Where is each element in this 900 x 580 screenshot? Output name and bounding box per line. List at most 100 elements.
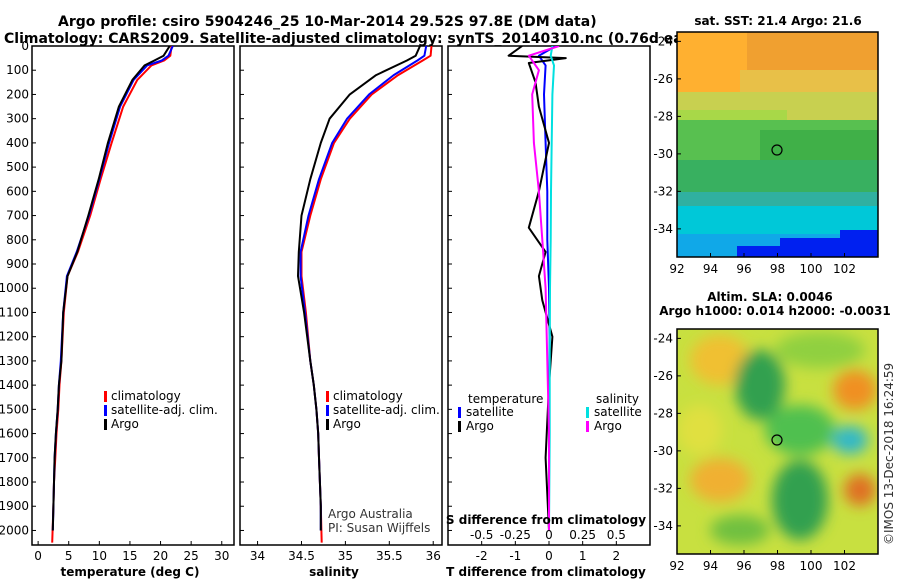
legend-salinity-swatch	[586, 421, 589, 432]
depth-tick-label: 500	[6, 160, 29, 174]
temperature-x-tick-label: 10	[92, 549, 107, 563]
legend-temperature-label: satellite	[466, 405, 514, 419]
map-lon-tick-label: 98	[770, 262, 785, 276]
map-lat-tick-label: -28	[653, 406, 673, 420]
temperature-panel-frame	[31, 45, 235, 546]
salinity-legend-swatch	[326, 419, 329, 430]
temperature-series-satellite-adj-clim-	[51, 46, 174, 531]
depth-tick-label: 200	[6, 87, 29, 101]
map-lon-tick-label: 96	[736, 262, 751, 276]
depth-tick-label: 800	[6, 233, 29, 247]
temperature-legend-label: satellite-adj. clim.	[111, 403, 218, 417]
s-difference-tick-label: -0.5	[470, 528, 493, 542]
map-lon-tick-label: 94	[703, 262, 718, 276]
salinity-x-tick-label: 36	[426, 549, 441, 563]
map-lon-tick-label: 100	[800, 262, 823, 276]
depth-tick-label: 300	[6, 112, 29, 126]
temperature-legend-swatch	[104, 419, 107, 430]
map-lon-tick-label: 92	[669, 559, 684, 573]
legend-salinity-swatch	[586, 407, 589, 418]
map-lon-tick-label: 102	[833, 262, 856, 276]
temperature-x-tick-label: 25	[184, 549, 199, 563]
difference-x-tick-label: -1	[509, 549, 521, 563]
map-lon-tick-label: 96	[736, 559, 751, 573]
difference-x-tick-label: 1	[579, 549, 587, 563]
map-lat-tick-label: -32	[653, 481, 673, 495]
temperature-legend-label: Argo	[111, 417, 139, 431]
difference-series-t-argo	[507, 46, 567, 531]
depth-tick-label: 900	[6, 257, 29, 271]
depth-tick-label: 1200	[0, 330, 29, 344]
map-lat-tick-label: -26	[653, 369, 673, 383]
temperature-x-tick-label: 0	[34, 549, 42, 563]
sla-heatmap	[677, 329, 878, 554]
salinity-x-tick-label: 34	[250, 549, 265, 563]
legend-temperature-swatch	[458, 407, 461, 418]
temperature-panel	[51, 46, 174, 543]
depth-tick-label: 2000	[0, 523, 29, 537]
imos-watermark: ©IMOS 13-Dec-2018 16:24:59	[882, 363, 896, 545]
difference-x-tick-label: -2	[476, 549, 488, 563]
temperature-x-tick-label: 30	[214, 549, 229, 563]
s-difference-tick-label: 0.5	[607, 528, 626, 542]
s-difference-tick-label: 0.25	[569, 528, 596, 542]
temperature-legend-swatch	[104, 391, 107, 402]
sla-map-title: Altim. SLA: 0.0046	[707, 290, 833, 304]
salinity-x-tick-label: 35.5	[376, 549, 403, 563]
sla-map-subtitle: Argo h1000: 0.014 h2000: -0.0031	[659, 304, 890, 318]
s-difference-tick-label: 0	[545, 528, 553, 542]
map-lon-tick-label: 98	[770, 559, 785, 573]
legend-temperature-title: temperature	[468, 392, 543, 406]
map-lat-tick-label: -30	[653, 444, 673, 458]
temperature-x-tick-label: 5	[65, 549, 73, 563]
t-difference-xlabel: T difference from climatology	[446, 565, 646, 579]
temperature-x-tick-label: 15	[122, 549, 137, 563]
map-lon-tick-label: 100	[800, 559, 823, 573]
salinity-legend-label: Argo	[333, 417, 361, 431]
argo-location-marker-sla	[771, 434, 783, 446]
temperature-x-tick-label: 20	[153, 549, 168, 563]
map-lat-tick-label: -32	[653, 184, 673, 198]
map-lon-tick-label: 102	[833, 559, 856, 573]
depth-tick-label: 1500	[0, 402, 29, 416]
x-axes: 0 5 10 15 20 25 30 34 34.5 35 35.5 36 -2 -1 0 1 2 -0.5 -0.…	[34, 528, 626, 563]
depth-tick-label: 400	[6, 136, 29, 150]
map-lat-tick-label: -28	[653, 109, 673, 123]
salinity-panel	[297, 46, 433, 543]
difference-series-s-argo	[527, 46, 560, 531]
temperature-xlabel: temperature (deg C)	[61, 565, 200, 579]
temperature-series-climatology	[51, 46, 173, 543]
header-line1: Argo profile: csiro 5904246_25 10-Mar-20…	[58, 14, 597, 30]
difference-series-s-satellite	[548, 46, 555, 531]
difference-x-tick-label: 0	[545, 549, 553, 563]
depth-tick-label: 1400	[0, 378, 29, 392]
depth-tick-label: 1100	[0, 305, 29, 319]
temperature-legend-label: climatology	[111, 389, 181, 403]
map-lat-tick-label: -26	[653, 72, 673, 86]
depth-tick-label: 700	[6, 209, 29, 223]
sst-heatmap	[677, 32, 878, 257]
s-difference-tick-label: -0.25	[500, 528, 531, 542]
map-lat-tick-label: -24	[653, 331, 673, 345]
map-lon-tick-label: 92	[669, 262, 684, 276]
argo-location-marker-sst	[771, 144, 783, 156]
salinity-series-climatology	[300, 46, 433, 543]
legend-salinity-title: salinity	[596, 392, 639, 406]
depth-tick-label: 1700	[0, 451, 29, 465]
depth-tick-label: 600	[6, 184, 29, 198]
legend-temperature-swatch	[458, 421, 461, 432]
salinity-legend-label: satellite-adj. clim.	[333, 403, 440, 417]
s-difference-xlabel: S difference from climatology	[446, 513, 646, 527]
depth-tick-label: 1300	[0, 354, 29, 368]
salinity-x-tick-label: 34.5	[288, 549, 315, 563]
legend-salinity-label: Argo	[594, 419, 622, 433]
temperature-legend-swatch	[104, 405, 107, 416]
sla-map-axes: 92 94 96 98 100 102 -24 -26 -28 -30 -32 -34	[653, 331, 856, 573]
map-lat-tick-label: -24	[653, 34, 673, 48]
map-lat-tick-label: -34	[653, 519, 673, 533]
legend-temperature-label: Argo	[466, 419, 494, 433]
difference-x-tick-label: 2	[613, 549, 621, 563]
legend-salinity-label: satellite	[594, 405, 642, 419]
